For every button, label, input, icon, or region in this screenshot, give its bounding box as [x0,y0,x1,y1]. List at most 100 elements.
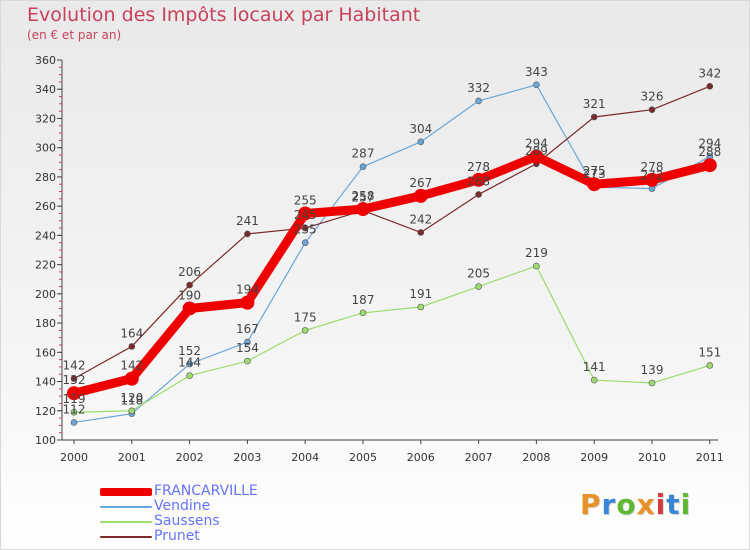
data-label: 151 [698,345,721,359]
x-tick-label: 2003 [233,451,261,464]
data-point [298,206,313,221]
data-label: 342 [698,66,721,80]
legend-label: FRANCARVILLE [154,483,258,499]
data-point [706,83,714,90]
data-point [240,295,255,310]
data-label: 142 [63,359,86,373]
data-label: 206 [178,265,201,279]
data-point [359,309,367,317]
data-label: 288 [698,145,721,159]
series-line-saussens [73,265,711,413]
y-tick-label: 200 [35,288,56,301]
data-label: 343 [525,65,548,79]
legend-label: Vendine [154,498,211,514]
data-point [702,158,717,173]
data-label: 326 [641,90,664,104]
data-point [645,172,659,187]
data-label: 132 [63,373,86,387]
data-point [182,301,197,316]
data-label: 118 [120,394,143,408]
data-label: 289 [525,144,548,158]
data-point [417,138,425,146]
data-label: 257 [352,191,375,205]
data-point [186,360,193,368]
y-tick-label: 220 [35,259,56,272]
data-point [475,97,482,105]
data-point [533,81,540,89]
data-point [244,338,251,346]
data-label: 219 [525,246,548,260]
data-point [70,408,78,416]
data-point [244,230,251,238]
data-label: 332 [467,81,490,95]
data-point [475,283,482,290]
data-label: 255 [294,193,317,207]
data-label: 120 [120,391,143,405]
y-tick-label: 140 [35,376,56,389]
legend-swatch [100,536,152,538]
chart-title: Evolution des Impôts locaux par Habitant [27,4,421,26]
data-point [413,188,428,203]
y-tick-label: 320 [35,112,56,125]
data-label: 191 [409,287,432,301]
y-tick-label: 180 [35,317,56,330]
data-label: 164 [120,326,143,340]
x-tick-label: 2011 [696,451,724,464]
x-tick-label: 2006 [407,451,435,464]
data-point [587,177,602,192]
data-label: 245 [294,208,317,222]
data-label: 287 [352,147,375,161]
data-point [128,407,136,415]
x-tick-label: 2010 [638,451,666,464]
x-tick-label: 2009 [580,451,608,464]
data-point [533,262,540,270]
y-tick-label: 120 [35,405,56,418]
data-label: 141 [583,360,606,374]
y-tick-label: 360 [35,54,56,67]
data-label: 167 [236,322,259,336]
x-tick-label: 2000 [60,451,88,464]
x-tick-label: 2008 [522,451,550,464]
data-label: 144 [178,356,201,370]
data-label: 267 [409,176,432,190]
data-label: 273 [583,167,606,181]
legend-swatch [100,521,152,523]
y-tick-label: 100 [35,434,56,447]
data-point [706,362,714,369]
y-tick-label: 260 [35,200,56,213]
data-label: 187 [352,293,375,307]
data-point [186,281,193,289]
data-label: 139 [641,363,664,377]
data-label: 242 [409,212,432,226]
y-tick-label: 160 [35,346,56,359]
series-line-francarville [69,151,715,398]
data-label: 194 [236,283,259,297]
data-label: 268 [467,174,490,188]
proxiti-logo: Proxiti [580,488,692,521]
data-point [475,191,482,198]
data-label: 152 [178,344,201,358]
data-point [244,357,251,365]
x-tick-label: 2004 [291,451,319,464]
data-point [67,386,81,401]
data-point [124,371,139,386]
legend-label: Saussens [154,513,220,529]
data-label: 241 [236,214,259,228]
legend-label: Prunet [154,528,200,544]
data-point [529,149,544,164]
data-label: 175 [294,310,317,324]
y-tick-label: 240 [35,229,56,242]
x-tick-label: 2002 [176,451,204,464]
x-tick-label: 2001 [118,451,146,464]
x-tick-label: 2005 [349,451,377,464]
data-point [417,303,425,311]
data-point [186,372,193,379]
data-point [70,419,78,426]
data-label: 304 [409,122,432,136]
data-point [301,239,309,246]
data-label: 275 [583,164,606,178]
data-point [648,379,656,387]
data-point [301,224,309,232]
